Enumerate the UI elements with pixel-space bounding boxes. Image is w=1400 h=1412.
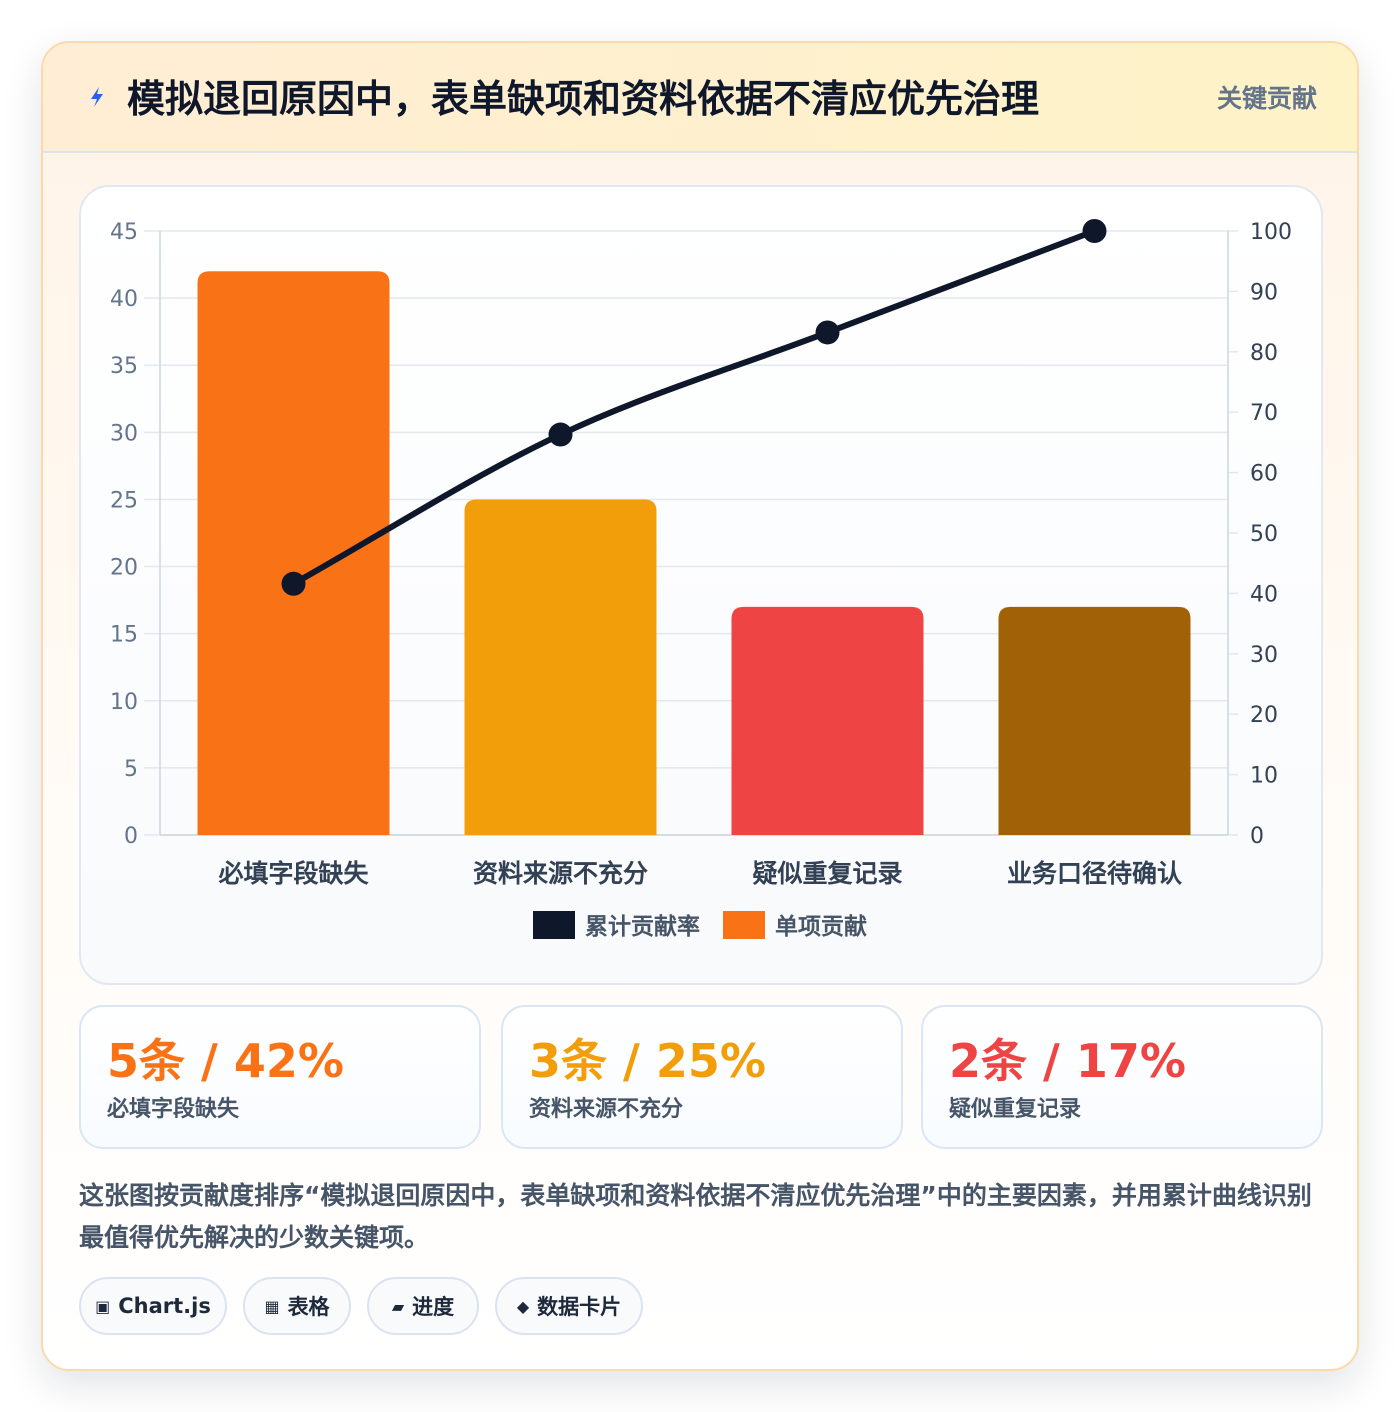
tag-table[interactable]: ▦ 表格	[243, 1277, 351, 1335]
pareto-chart: 0 5 10 15 20 25 30 35 40 45 0 10 20 30 40 50 60 70 80 90 100…	[110, 219, 1292, 940]
line-point	[548, 422, 573, 447]
stat-value: 2条 / 17%	[949, 1034, 1186, 1088]
y-right-tick-label: 50	[1250, 522, 1278, 547]
progress-bar-icon: ▰	[391, 1296, 405, 1316]
tag-label: 进度	[412, 1295, 455, 1319]
y-left-tick-label: 20	[110, 556, 138, 581]
y-right-tick-label: 60	[1250, 462, 1278, 487]
chart-panel: 0 5 10 15 20 25 30 35 40 45 0 10 20 30 40 50 60 70 80 90 100…	[79, 185, 1323, 985]
line-point	[1082, 219, 1107, 243]
key-contribution-badge: 关键贡献	[1216, 84, 1317, 113]
y-left-tick-label: 35	[110, 354, 138, 379]
y-left-tick-label: 25	[110, 488, 138, 513]
y-right-tick-label: 80	[1250, 341, 1278, 366]
chart-card: 模拟退回原因中，表单缺项和资料依据不清应优先治理 关键贡献 0 5 10 15 20 25…	[41, 41, 1359, 1371]
stat-value: 5条 / 42%	[107, 1034, 344, 1088]
legend-swatch	[533, 911, 575, 939]
y-right-tick-label: 20	[1250, 703, 1278, 728]
diamond-icon: ◆	[516, 1296, 530, 1316]
card-header: 模拟退回原因中，表单缺项和资料依据不清应优先治理 关键贡献	[43, 43, 1357, 153]
y-right-tick-label: 40	[1250, 582, 1278, 607]
bar	[998, 606, 1191, 835]
stat-card-3: 2条 / 17% 疑似重复记录	[921, 1005, 1323, 1149]
tag-progress[interactable]: ▰ 进度	[367, 1277, 479, 1335]
legend-label: 单项贡献	[775, 914, 867, 940]
tag-label: 数据卡片	[537, 1295, 622, 1319]
x-tick-label: 疑似重复记录	[752, 859, 902, 888]
y-left-tick-label: 30	[110, 421, 138, 446]
line-point	[281, 571, 306, 596]
x-tick-label: 业务口径待确认	[1007, 859, 1182, 888]
stat-label: 必填字段缺失	[107, 1097, 240, 1122]
table-grid-icon: ▦	[264, 1296, 280, 1316]
chart-description: 这张图按贡献度排序“模拟退回原因中，表单缺项和资料依据不清应优先治理”中的主要因…	[79, 1181, 1312, 1252]
y-left-tick-label: 45	[110, 220, 138, 245]
stat-card-2: 3条 / 25% 资料来源不充分	[501, 1005, 903, 1149]
y-left-tick-label: 5	[124, 757, 138, 782]
y-left-tick-label: 0	[124, 824, 138, 849]
stat-card-1: 5条 / 42% 必填字段缺失	[79, 1005, 481, 1149]
y-left-tick-label: 40	[110, 287, 138, 312]
chart-square-icon: ▣	[95, 1296, 111, 1316]
y-right-tick-label: 10	[1250, 764, 1278, 789]
bar	[197, 271, 390, 835]
y-left-tick-label: 15	[110, 623, 138, 648]
stat-label: 疑似重复记录	[949, 1097, 1082, 1122]
lightning-icon	[91, 87, 103, 107]
x-tick-label: 资料来源不充分	[473, 859, 648, 888]
y-right-tick-label: 30	[1250, 643, 1278, 668]
y-right-tick-label: 70	[1250, 401, 1278, 426]
y-right-tick-label: 0	[1250, 824, 1264, 849]
tag-label: Chart.js	[118, 1294, 211, 1318]
stat-value: 3条 / 25%	[529, 1034, 766, 1088]
tag-label: 表格	[287, 1295, 330, 1319]
page-title: 模拟退回原因中，表单缺项和资料依据不清应优先治理	[127, 77, 1040, 121]
cumulative-line	[290, 228, 1098, 587]
legend-label: 累计贡献率	[585, 913, 700, 940]
tag-data-card[interactable]: ◆ 数据卡片	[495, 1277, 643, 1335]
y-left-tick-label: 10	[110, 690, 138, 715]
bar	[464, 499, 657, 835]
y-right-tick-label: 90	[1250, 280, 1278, 305]
tag-chartjs[interactable]: ▣ Chart.js	[79, 1277, 227, 1335]
y-right-tick-label: 100	[1250, 220, 1292, 245]
x-tick-label: 必填字段缺失	[218, 859, 369, 888]
stat-label: 资料来源不充分	[529, 1097, 684, 1122]
line-point	[815, 320, 840, 345]
legend-swatch	[723, 911, 765, 939]
bar	[731, 606, 924, 835]
